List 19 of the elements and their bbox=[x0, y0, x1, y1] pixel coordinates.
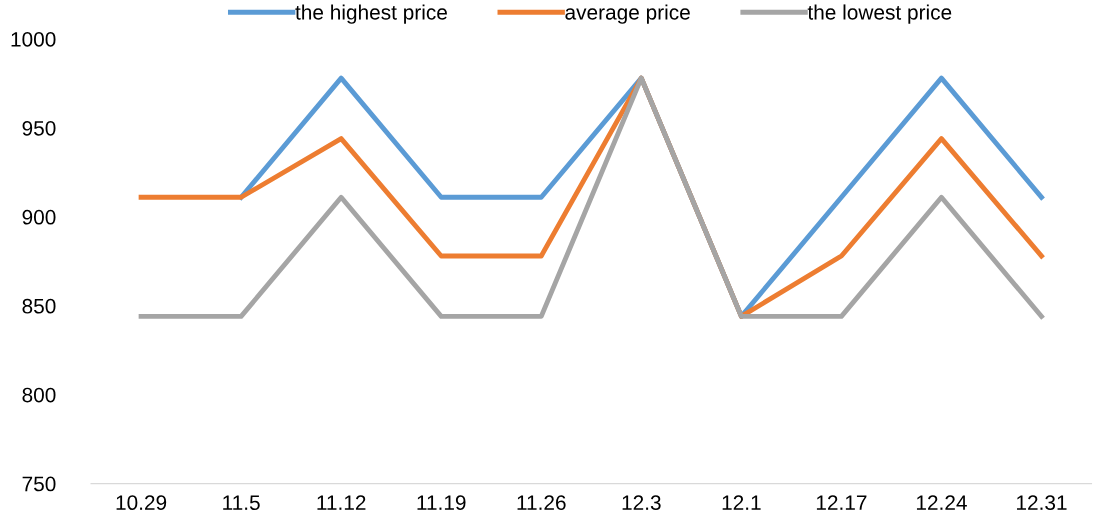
legend-label: the lowest price bbox=[807, 4, 952, 24]
legend-label: average price bbox=[565, 4, 690, 24]
y-tick-label: 850 bbox=[22, 298, 56, 314]
x-tick-label: 11.19 bbox=[417, 495, 466, 511]
y-tick-label: 1000 bbox=[11, 32, 56, 47]
x-tick-label: 10.29 bbox=[116, 495, 167, 511]
x-tick-label: 11.12 bbox=[317, 495, 366, 510]
x-tick-label: 12.31 bbox=[1017, 495, 1067, 511]
x-tick-label: 12.24 bbox=[916, 495, 967, 510]
legend-label: the highest price bbox=[295, 4, 447, 24]
x-tick-label: 12.3 bbox=[622, 495, 661, 511]
x-tick-label: 11.26 bbox=[517, 495, 566, 511]
y-tick-label: 900 bbox=[22, 209, 56, 225]
x-tick-label: 11.5 bbox=[223, 495, 260, 511]
y-tick-label: 950 bbox=[22, 120, 56, 136]
x-tick-label: 12.1 bbox=[722, 495, 761, 510]
y-tick-label: 800 bbox=[22, 387, 56, 403]
x-tick-label: 12.17 bbox=[816, 495, 867, 510]
y-tick-label: 750 bbox=[22, 476, 56, 492]
